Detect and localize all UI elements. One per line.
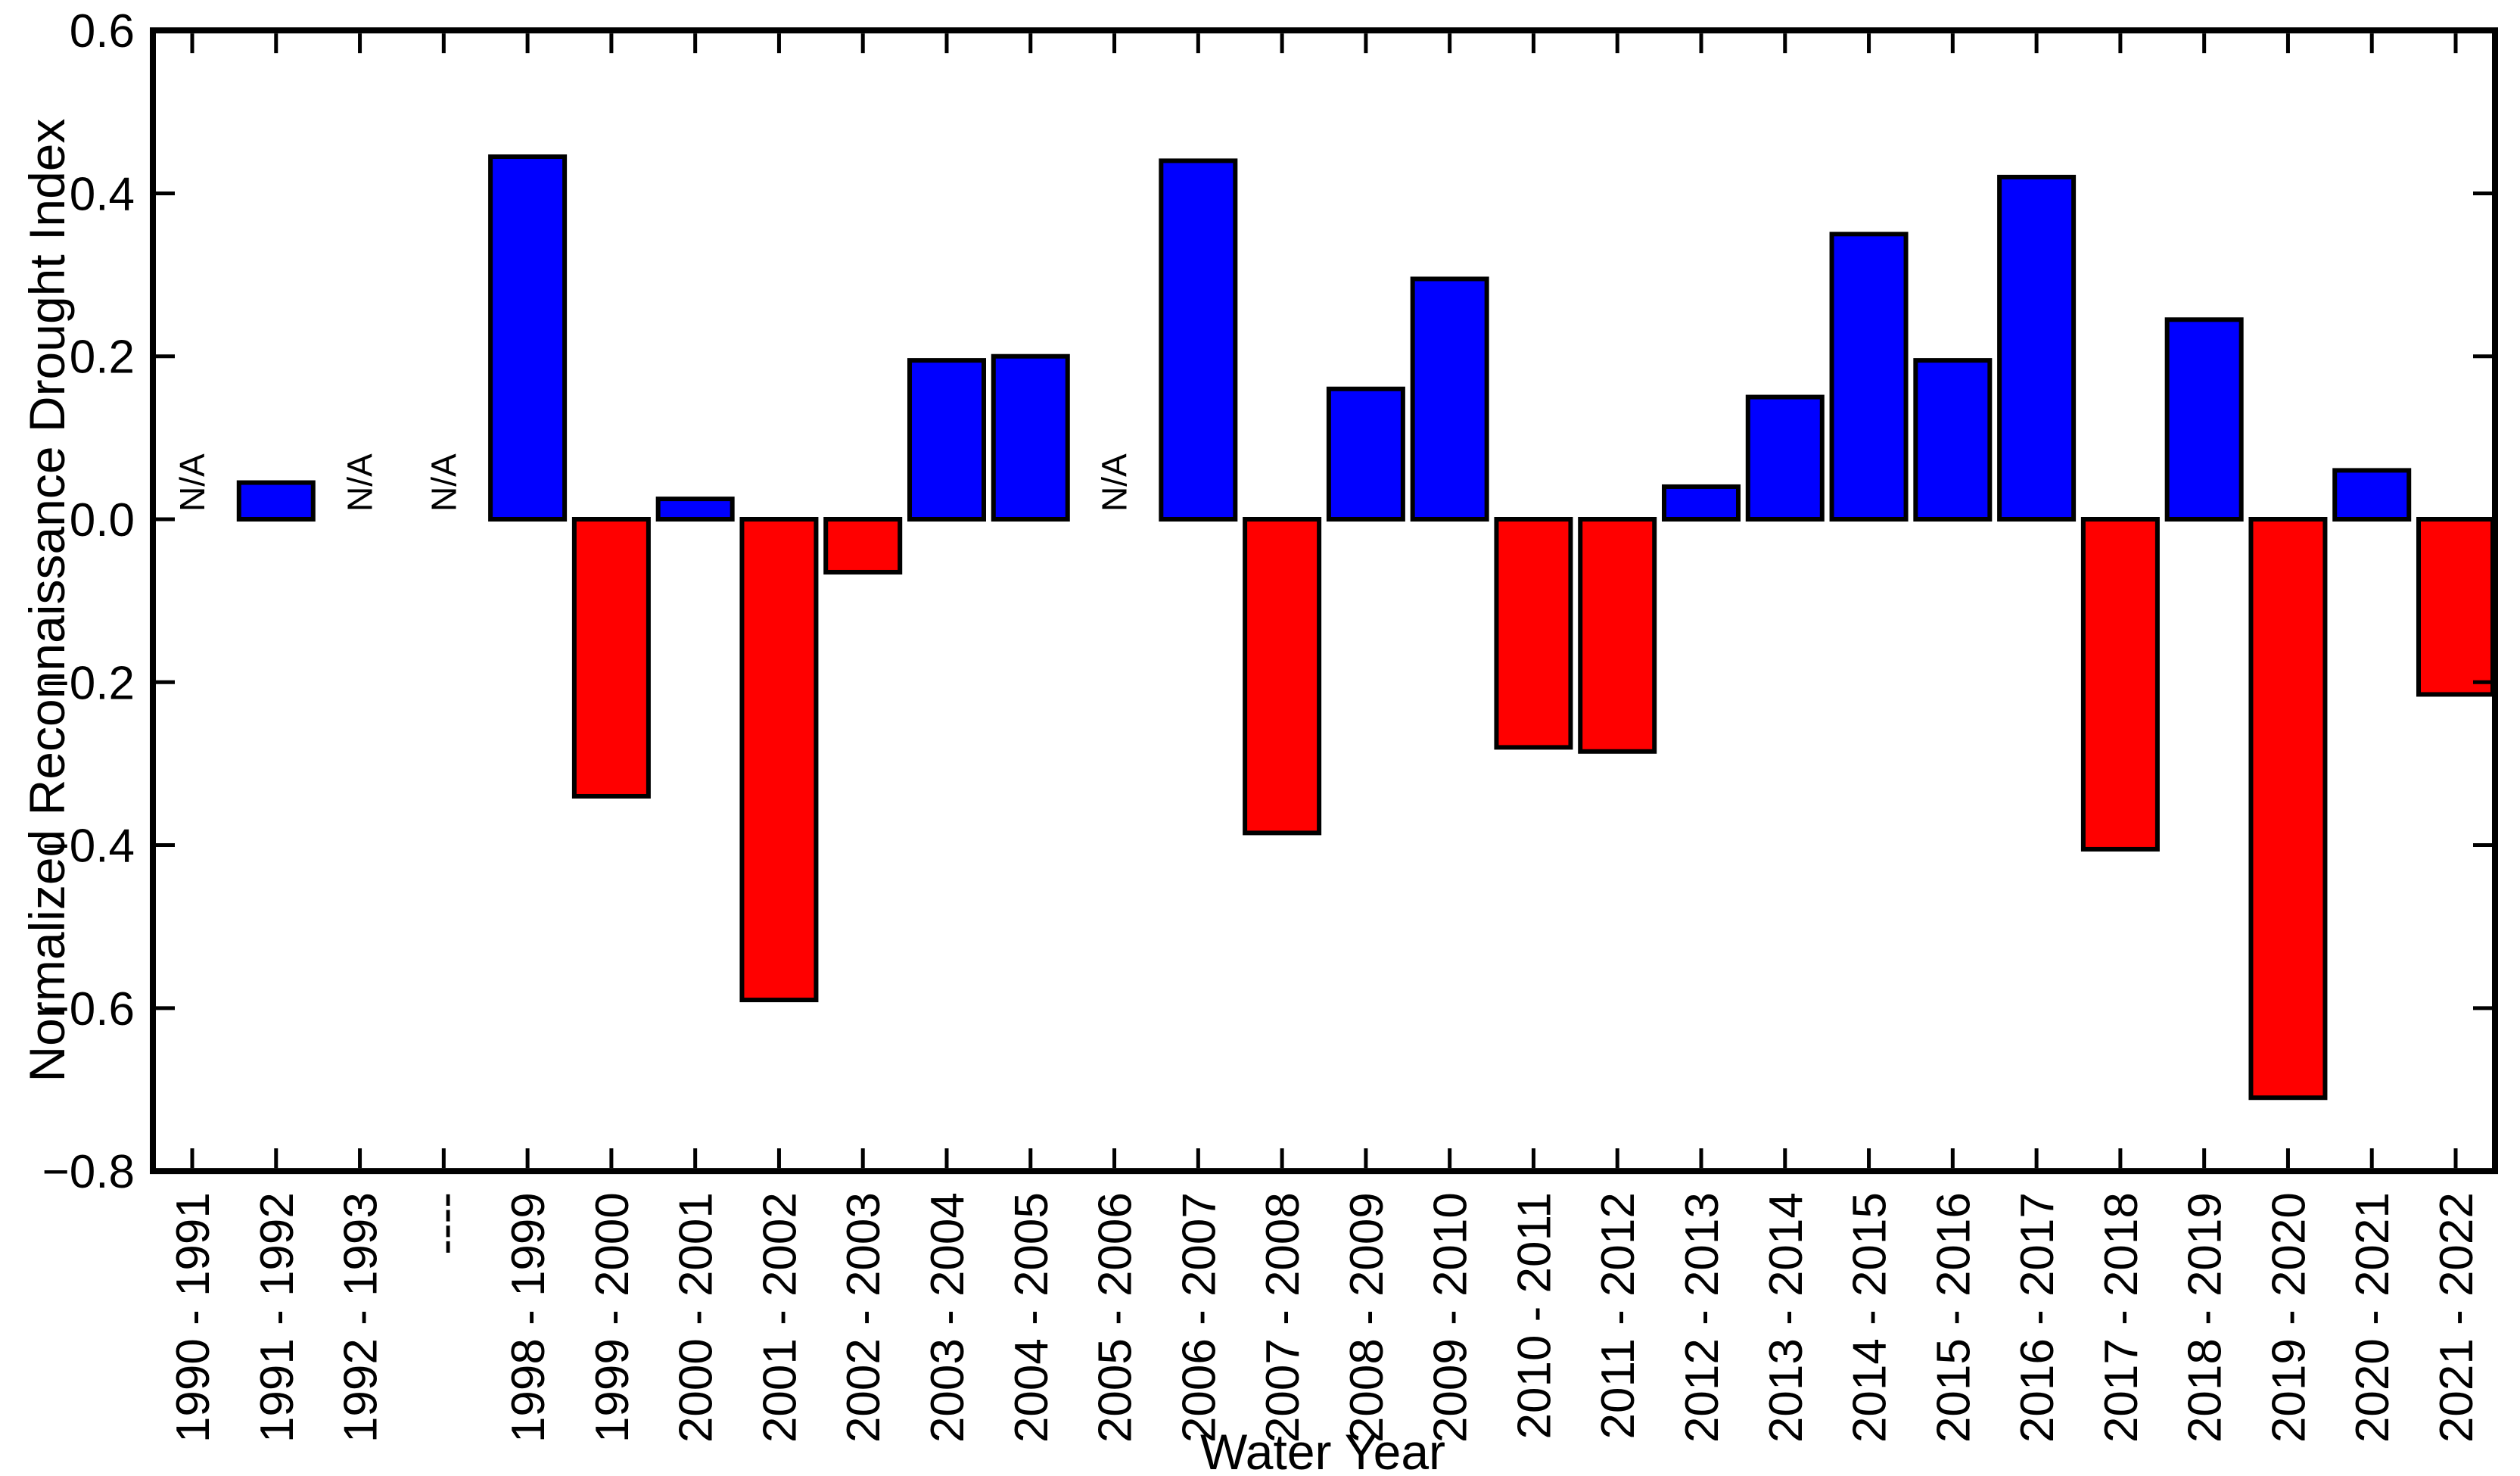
x-tick-label-2005-2006: 2005 - 2006 xyxy=(1090,1192,1142,1443)
y-tick-label-neg0.6: −0.6 xyxy=(42,983,135,1035)
x-tick-label-2001-2002: 2001 - 2002 xyxy=(754,1192,806,1443)
bar-2008-2009 xyxy=(1326,386,1405,522)
x-tick-label-2018-2019: 2018 - 2019 xyxy=(2179,1192,2232,1443)
y-tick-label-0.4: 0.4 xyxy=(70,168,135,220)
bar-2007-2008 xyxy=(1243,517,1322,836)
x-tick-label-2007-2008: 2007 - 2008 xyxy=(1257,1192,1309,1443)
bar-2004-2005 xyxy=(991,353,1070,522)
bar-2000-2001 xyxy=(655,497,735,522)
bar-2006-2007 xyxy=(1159,158,1238,522)
bar-2003-2004 xyxy=(907,358,986,522)
x-tick-label-1998-1999: 1998 - 1999 xyxy=(502,1192,555,1443)
x-tick-label-2014-2015: 2014 - 2015 xyxy=(1844,1192,1896,1443)
bar-2009-2010 xyxy=(1410,276,1489,522)
x-tick-label-2019-2020: 2019 - 2020 xyxy=(2263,1192,2315,1443)
x-tick-label-1999-2000: 1999 - 2000 xyxy=(586,1192,639,1443)
x-tick-label-2016-2017: 2016 - 2017 xyxy=(2011,1192,2064,1443)
bar-2011-2012 xyxy=(1578,517,1657,754)
na-label-----: N/A xyxy=(424,453,463,512)
bar-2021-2022 xyxy=(2416,517,2495,697)
y-tick-label-neg0.2: −0.2 xyxy=(42,657,135,709)
x-tick-label-2021-2022: 2021 - 2022 xyxy=(2431,1192,2483,1443)
x-tick-label-1992-1993: 1992 - 1993 xyxy=(335,1192,387,1443)
y-tick-label-0.2: 0.2 xyxy=(70,332,135,384)
x-tick-label-2002-2003: 2002 - 2003 xyxy=(838,1192,890,1443)
na-label-1992-1993: N/A xyxy=(341,453,380,512)
x-tick-label-1990-1991: 1990 - 1991 xyxy=(167,1192,219,1443)
bar-2001-2002 xyxy=(739,517,819,1003)
bar-2010-2011 xyxy=(1494,517,1573,750)
bar-2020-2021 xyxy=(2332,468,2412,522)
y-tick-label-neg0.4: −0.4 xyxy=(42,821,135,873)
y-axis-title: Normalized Reconnaissance Drought Index xyxy=(19,118,75,1082)
x-tick-label-2006-2007: 2006 - 2007 xyxy=(1173,1192,1225,1443)
x-tick-label-----: ---- xyxy=(418,1192,471,1255)
x-tick-label-2003-2004: 2003 - 2004 xyxy=(922,1192,974,1443)
bar-2016-2017 xyxy=(1997,174,2077,522)
x-tick-label-2013-2014: 2013 - 2014 xyxy=(1760,1192,1812,1443)
x-tick-label-2010-2011: 2010 - 2011 xyxy=(1508,1192,1560,1439)
bar-2015-2016 xyxy=(1913,358,1993,522)
x-tick-label-2004-2005: 2004 - 2005 xyxy=(1006,1192,1058,1443)
x-tick-label-2015-2016: 2015 - 2016 xyxy=(1927,1192,1980,1443)
y-tick-label-0.6: 0.6 xyxy=(70,5,135,58)
bar-2019-2020 xyxy=(2248,517,2328,1101)
na-label-1990-1991: N/A xyxy=(173,453,212,512)
bar-2017-2018 xyxy=(2080,517,2160,852)
bar-2002-2003 xyxy=(823,517,903,575)
x-axis-title: Water Year xyxy=(1199,1424,1446,1476)
bar-2018-2019 xyxy=(2164,317,2244,522)
x-tick-label-2008-2009: 2008 - 2009 xyxy=(1341,1192,1393,1443)
x-tick-label-1991-1992: 1991 - 1992 xyxy=(251,1192,303,1443)
plot-spines xyxy=(150,27,2498,1175)
x-tick-label-2011-2012: 2011 - 2012 xyxy=(1592,1192,1644,1439)
x-tick-label-2017-2018: 2017 - 2018 xyxy=(2095,1192,2148,1443)
y-tick-label-0.0: 0.0 xyxy=(70,494,135,546)
bar-2014-2015 xyxy=(1829,232,1909,522)
x-tick-label-2012-2013: 2012 - 2013 xyxy=(1676,1192,1728,1443)
x-tick-label-2000-2001: 2000 - 2001 xyxy=(670,1192,723,1443)
x-tick-label-2009-2010: 2009 - 2010 xyxy=(1425,1192,1477,1443)
bar-2012-2013 xyxy=(1662,484,1741,522)
bar-2013-2014 xyxy=(1745,394,1825,522)
na-label-2005-2006: N/A xyxy=(1095,453,1134,512)
y-tick-label-neg0.8: −0.8 xyxy=(42,1146,135,1198)
bar-1991-1992 xyxy=(236,480,316,522)
bar-1999-2000 xyxy=(571,517,651,799)
bar-1998-1999 xyxy=(488,154,568,522)
x-tick-label-2020-2021: 2020 - 2021 xyxy=(2347,1192,2399,1443)
